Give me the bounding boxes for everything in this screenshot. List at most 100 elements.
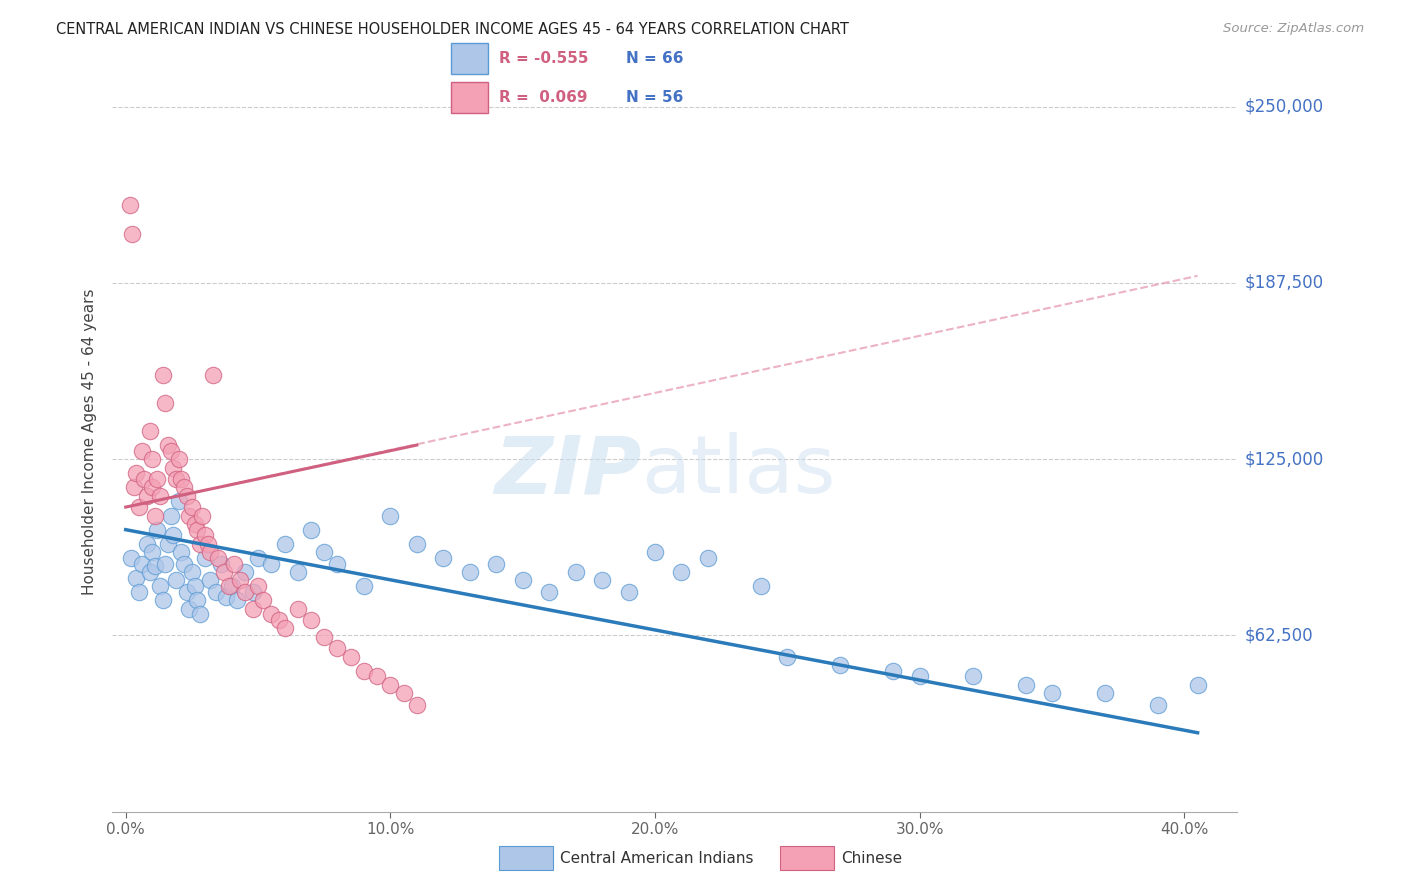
Point [458,565,481,579]
Point [242,601,264,615]
Point [165,472,187,486]
Point [233,565,256,579]
Point [287,565,309,579]
Point [141,545,163,559]
Point [118,198,141,212]
Point [128,500,150,515]
Point [143,508,166,523]
Point [671,565,693,579]
Point [128,584,150,599]
Point [202,368,225,382]
Text: $125,000: $125,000 [1244,450,1323,468]
Point [135,537,157,551]
Point [159,443,181,458]
Point [882,664,904,678]
Point [141,480,163,494]
Point [157,438,180,452]
Text: $62,500: $62,500 [1244,626,1313,644]
Point [179,601,201,615]
Point [353,664,375,678]
Point [146,523,169,537]
Point [173,480,195,494]
Point [120,550,142,565]
Point [339,649,361,664]
Point [204,584,226,599]
Point [194,528,217,542]
Point [157,537,180,551]
Point [125,467,148,481]
Point [224,557,246,571]
Point [165,574,187,588]
Point [162,460,184,475]
Point [167,452,190,467]
Point [273,621,295,635]
Point [138,565,160,579]
Point [146,472,169,486]
Point [149,489,172,503]
Point [134,472,156,486]
Point [242,584,264,599]
Point [135,489,157,503]
Point [188,537,211,551]
Point [252,593,274,607]
Point [512,574,534,588]
Point [155,557,177,571]
Point [326,641,349,656]
Point [273,537,295,551]
Point [179,508,201,523]
Point [1014,678,1036,692]
Point [131,443,153,458]
Point [176,584,198,599]
Point [299,613,322,627]
Point [538,584,561,599]
Point [269,613,291,627]
Point [170,545,193,559]
Point [366,669,388,683]
Point [143,559,166,574]
Point [186,523,208,537]
Point [644,545,666,559]
Point [233,584,256,599]
Text: Source: ZipAtlas.com: Source: ZipAtlas.com [1223,22,1364,36]
Point [200,545,222,559]
Point [392,686,415,700]
Point [564,565,586,579]
Point [1187,678,1209,692]
Point [152,368,174,382]
Point [1040,686,1063,700]
Point [215,591,238,605]
Point [380,508,402,523]
Point [149,579,172,593]
Point [155,396,177,410]
Point [152,593,174,607]
Point [1147,698,1170,712]
Point [183,516,205,531]
Text: Chinese: Chinese [841,851,901,865]
Point [299,523,322,537]
Bar [451,44,488,74]
Point [260,607,283,622]
Point [617,584,640,599]
Point [159,508,181,523]
Point [212,565,235,579]
Point [221,579,243,593]
Point [197,537,219,551]
Bar [451,82,488,112]
Point [188,607,211,622]
Point [908,669,931,683]
Point [314,545,336,559]
Point [194,550,217,565]
Point [173,557,195,571]
Point [405,698,427,712]
Point [183,579,205,593]
Point [1094,686,1116,700]
Point [122,480,145,494]
Point [200,574,222,588]
Point [314,630,336,644]
Point [191,508,214,523]
Point [207,550,229,565]
Point [405,537,427,551]
Point [776,649,799,664]
Point [125,571,148,585]
Point [225,593,247,607]
